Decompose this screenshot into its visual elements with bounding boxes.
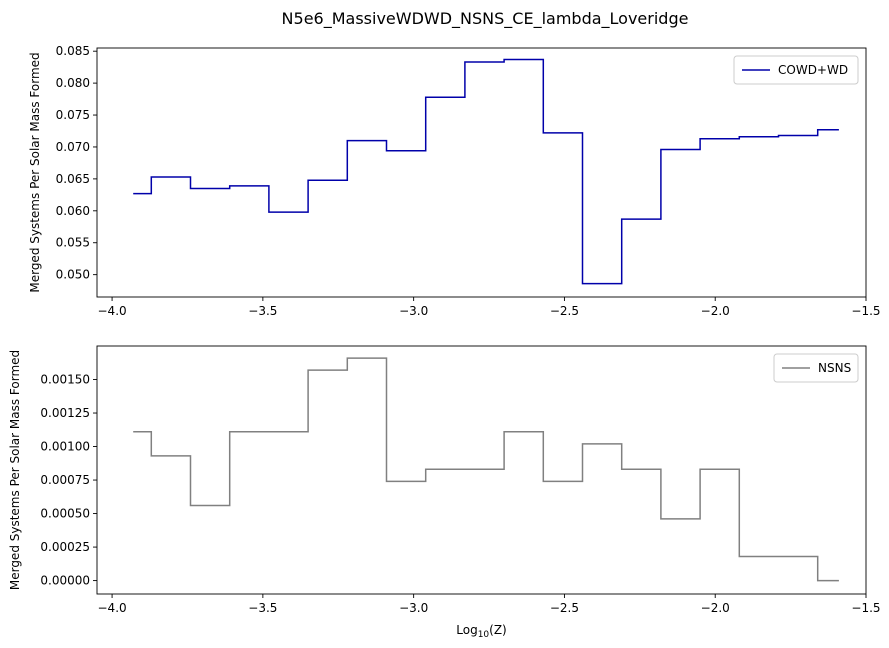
- top-y-tick-label: 0.050: [56, 268, 90, 282]
- bottom-axes-frame: [96, 345, 867, 595]
- top-legend-box: [733, 55, 859, 85]
- figure-title: N5e6_MassiveWDWD_NSNS_CE_lambda_Loveridg…: [282, 9, 689, 29]
- top-y-axis-label: Merged Systems Per Solar Mass Formed: [28, 52, 42, 292]
- bottom-x-tick-label: −1.5: [851, 601, 880, 615]
- bottom-y-tick-label: 0.00100: [40, 440, 90, 454]
- bottom-legend-box: [773, 353, 859, 383]
- bottom-y-tick-label: 0.00025: [40, 540, 90, 554]
- top-x-tick-label: −3.0: [399, 304, 428, 318]
- bottom-x-axis-label: Log10(Z): [456, 623, 506, 640]
- bottom-series-line-nsns: [133, 357, 839, 582]
- bottom-y-tick-label: 0.00000: [40, 574, 90, 588]
- top-chart-panel: −4.0 −3.5 −3.0 −2.5 −2.0 −1.5 0.050 0.055 0.060 0…: [28, 44, 881, 318]
- bottom-chart-panel: −4.0 −3.5 −3.0 −2.5 −2.0 −1.5 0.00000 0.00025 0.…: [8, 345, 881, 640]
- top-x-tick-label: −2.5: [550, 304, 579, 318]
- bottom-y-tick-label: 0.00050: [40, 507, 90, 521]
- top-axes-frame: [96, 47, 867, 298]
- top-y-tick-label: 0.055: [56, 236, 90, 250]
- top-y-tick-label: 0.070: [56, 140, 90, 154]
- bottom-x-tick-label: −4.0: [98, 601, 127, 615]
- top-x-tick-label: −4.0: [98, 304, 127, 318]
- top-y-tick-label: 0.060: [56, 204, 90, 218]
- bottom-y-tick-label: 0.00075: [40, 473, 90, 487]
- bottom-x-tick-label: −2.5: [550, 601, 579, 615]
- top-y-tick-label: 0.065: [56, 172, 90, 186]
- top-legend-label: COWD+WD: [778, 63, 848, 77]
- top-y-tick-label: 0.085: [56, 44, 90, 58]
- bottom-x-tick-label: −3.5: [248, 601, 277, 615]
- bottom-y-tick-label: 0.00150: [40, 373, 90, 387]
- bottom-y-tick-label: 0.00125: [40, 406, 90, 420]
- top-x-tick-label: −2.0: [701, 304, 730, 318]
- bottom-legend-label: NSNS: [818, 361, 851, 375]
- top-y-tick-label: 0.080: [56, 76, 90, 90]
- bottom-x-tick-label: −3.0: [399, 601, 428, 615]
- top-y-tick-label: 0.075: [56, 108, 90, 122]
- top-series-line-cowd-wd: [133, 58, 839, 285]
- bottom-x-tick-label: −2.0: [701, 601, 730, 615]
- top-x-tick-label: −1.5: [851, 304, 880, 318]
- bottom-y-axis-label: Merged Systems Per Solar Mass Formed: [8, 350, 22, 590]
- top-x-tick-label: −3.5: [248, 304, 277, 318]
